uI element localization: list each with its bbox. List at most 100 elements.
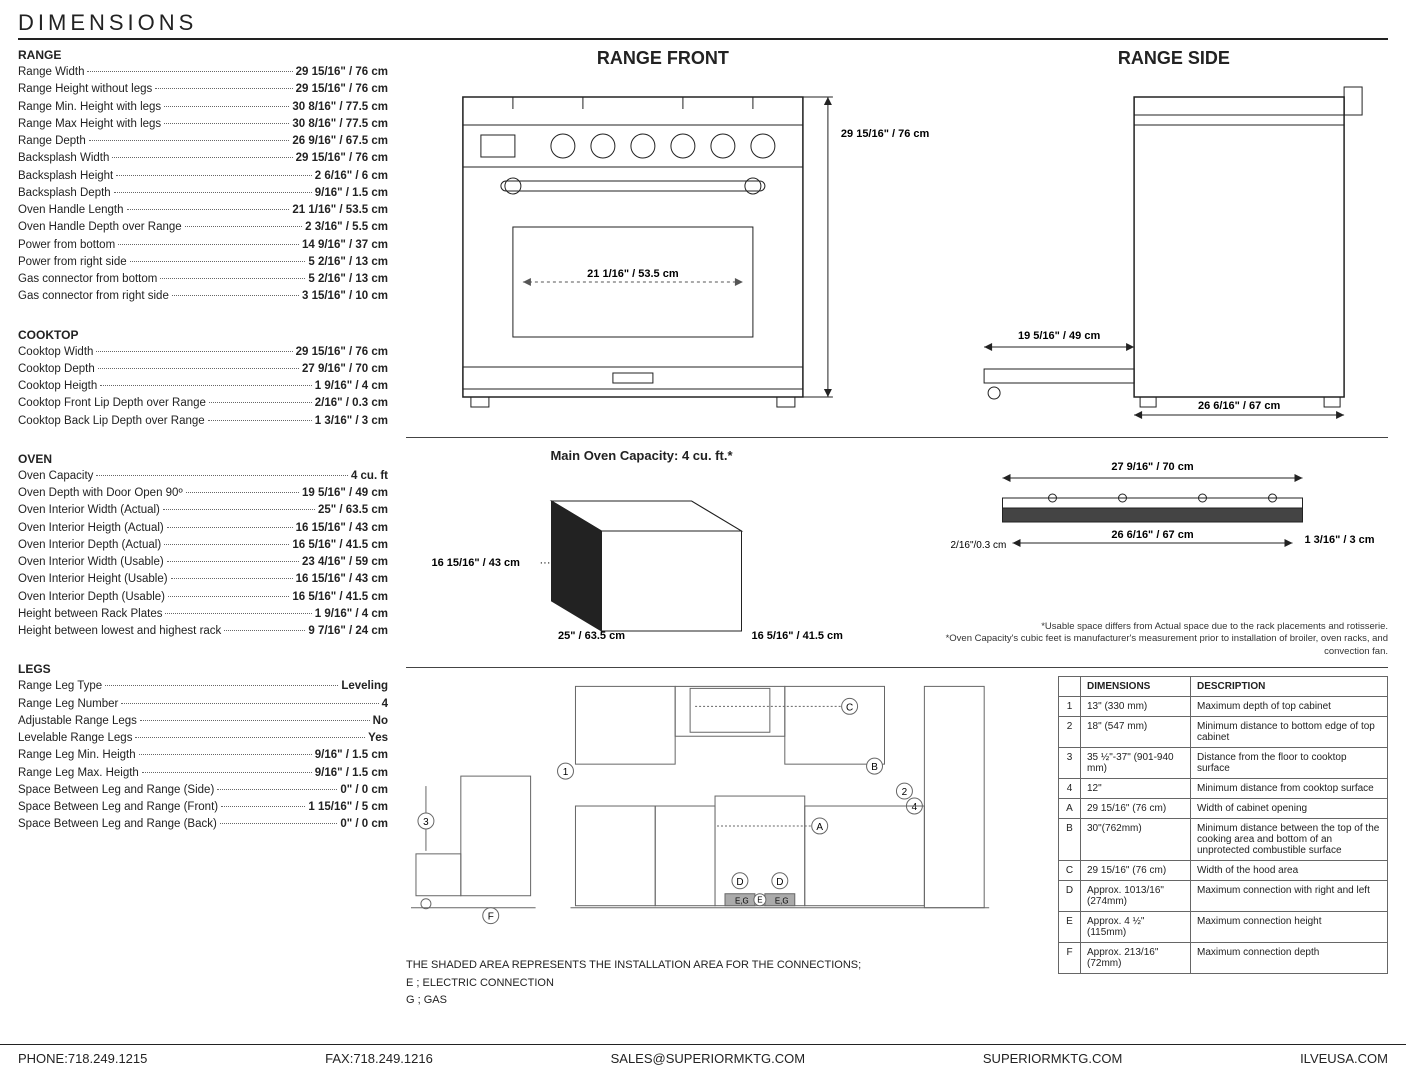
- spec-label: Oven Interior Width (Usable): [18, 554, 164, 571]
- spec-label: Range Depth: [18, 133, 86, 150]
- spec-value: 9 7/16" / 24 cm: [308, 623, 388, 640]
- install-rows: 113" (330 mm)Maximum depth of top cabine…: [1059, 697, 1388, 974]
- svg-text:···: ···: [540, 557, 551, 569]
- svg-text:D: D: [736, 877, 743, 888]
- spec-label: Oven Depth with Door Open 90º: [18, 485, 183, 502]
- spec-value: 16 15/16" / 43 cm: [296, 571, 388, 588]
- spec-value: 25" / 63.5 cm: [318, 502, 388, 519]
- ct-right-dim: 1 3/16" / 3 cm: [1305, 534, 1375, 546]
- spec-value: 2 3/16" / 5.5 cm: [305, 219, 388, 236]
- spec-label: Range Leg Type: [18, 678, 102, 695]
- spec-row: Cooktop Depth 27 9/16" / 70 cm: [18, 361, 388, 378]
- spec-row: Height between Rack Plates1 9/16" / 4 cm: [18, 606, 388, 623]
- oven-w-dim: 25" / 63.5 cm: [558, 630, 625, 642]
- handle-dim: 21 1/16" / 53.5 cm: [587, 268, 679, 280]
- spec-value: 0" / 0 cm: [340, 816, 388, 833]
- spec-label: Levelable Range Legs: [18, 730, 132, 747]
- table-row: 335 ½"-37" (901-940 mm)Distance from the…: [1059, 748, 1388, 779]
- range-section: RANGE Range Width29 15/16" / 76 cmRange …: [18, 48, 388, 306]
- svg-text:F: F: [488, 912, 494, 923]
- spec-value: 9/16" / 1.5 cm: [315, 185, 388, 202]
- svg-text:4: 4: [912, 802, 918, 813]
- spec-value: 29 15/16" / 76 cm: [296, 81, 388, 98]
- spec-row: Backsplash Height2 6/16" / 6 cm: [18, 168, 388, 185]
- spec-row: Oven Interior Width (Actual)25" / 63.5 c…: [18, 502, 388, 519]
- spec-row: Space Between Leg and Range (Side)0" / 0…: [18, 782, 388, 799]
- spec-value: 16 5/16" / 41.5 cm: [292, 537, 388, 554]
- spec-row: Oven Handle Depth over Range2 3/16" / 5.…: [18, 219, 388, 236]
- spec-row: Oven Depth with Door Open 90º19 5/16" / …: [18, 485, 388, 502]
- spec-row: Space Between Leg and Range (Back)0" / 0…: [18, 816, 388, 833]
- ct-bot-dim: 26 6/16" / 67 cm: [1111, 529, 1193, 541]
- spec-row: Power from right side5 2/16" / 13 cm: [18, 254, 388, 271]
- table-row: A29 15/16" (76 cm)Width of cabinet openi…: [1059, 799, 1388, 819]
- cooktop-rows: Cooktop Width29 15/16" / 76 cmCooktop De…: [18, 344, 388, 430]
- range-heading: RANGE: [18, 48, 388, 62]
- cooktop-side-diagram: 27 9/16" / 70 cm 26 6/16" / 67 cm 2/16"/…: [917, 448, 1388, 667]
- range-front-title: RANGE FRONT: [406, 48, 920, 69]
- footer-email: SALES@SUPERIORMKTG.COM: [611, 1051, 806, 1066]
- spec-row: Gas connector from bottom 5 2/16" / 13 cm: [18, 271, 388, 288]
- spec-label: Adjustable Range Legs: [18, 713, 137, 730]
- spec-row: Cooktop Back Lip Depth over Range1 3/16"…: [18, 413, 388, 430]
- spec-value: 1 15/16" / 5 cm: [308, 799, 388, 816]
- usable-note: *Usable space differs from Actual space …: [917, 621, 1388, 658]
- spec-label: Backsplash Depth: [18, 185, 111, 202]
- spec-row: Backsplash Width29 15/16" / 76 cm: [18, 150, 388, 167]
- spec-value: 30 8/16" / 77.5 cm: [292, 116, 388, 133]
- spec-value: 4: [382, 696, 388, 713]
- spec-row: Range Max Height with legs 30 8/16" / 77.…: [18, 116, 388, 133]
- spec-column: RANGE Range Width29 15/16" / 76 cmRange …: [18, 48, 388, 1010]
- spec-label: Gas connector from right side: [18, 288, 169, 305]
- side-door-dim: 19 5/16" / 49 cm: [1018, 330, 1100, 342]
- spec-row: Range Leg Min. Heigth9/16" / 1.5 cm: [18, 747, 388, 764]
- legs-section: LEGS Range Leg TypeLevelingRange Leg Num…: [18, 662, 388, 833]
- spec-label: Cooktop Depth: [18, 361, 95, 378]
- spec-row: Range Min. Height with legs30 8/16" / 77…: [18, 99, 388, 116]
- spec-value: 1 9/16" / 4 cm: [315, 378, 388, 395]
- footer-site2: ILVEUSA.COM: [1300, 1051, 1388, 1066]
- install-g: G ; GAS: [406, 992, 1044, 1010]
- spec-row: Power from bottom14 9/16" / 37 cm: [18, 237, 388, 254]
- spec-value: 23 4/16" / 59 cm: [302, 554, 388, 571]
- th-desc: DESCRIPTION: [1191, 677, 1388, 697]
- spec-value: 5 2/16" / 13 cm: [308, 271, 388, 288]
- spec-value: 1 9/16" / 4 cm: [315, 606, 388, 623]
- svg-text:1: 1: [563, 767, 569, 778]
- footer: PHONE:718.249.1215 FAX:718.249.1216 SALE…: [0, 1044, 1406, 1072]
- spec-row: Levelable Range LegsYes: [18, 730, 388, 747]
- spec-row: Backsplash Depth 9/16" / 1.5 cm: [18, 185, 388, 202]
- svg-text:D: D: [776, 877, 783, 888]
- spec-row: Gas connector from right side3 15/16" / …: [18, 288, 388, 305]
- ct-left-dim: 2/16"/0.3 cm: [951, 540, 1007, 551]
- spec-value: 16 5/16" / 41.5 cm: [292, 589, 388, 606]
- spec-value: 27 9/16" / 70 cm: [302, 361, 388, 378]
- spec-label: Range Max Height with legs: [18, 116, 161, 133]
- spec-label: Range Height without legs: [18, 81, 152, 98]
- spec-row: Range Leg Number4: [18, 696, 388, 713]
- footer-phone: PHONE:718.249.1215: [18, 1051, 147, 1066]
- spec-label: Cooktop Width: [18, 344, 93, 361]
- spec-row: Oven Interior Heigth (Actual)16 15/16" /…: [18, 520, 388, 537]
- spec-label: Cooktop Front Lip Depth over Range: [18, 395, 206, 412]
- spec-label: Oven Handle Length: [18, 202, 124, 219]
- side-depth-dim: 26 6/16" / 67 cm: [1198, 400, 1280, 412]
- table-row: DApprox. 1013/16" (274mm)Maximum connect…: [1059, 881, 1388, 912]
- install-caption: THE SHADED AREA REPRESENTS THE INSTALLAT…: [406, 957, 1044, 975]
- oven-rows: Oven Capacity4 cu. ftOven Depth with Doo…: [18, 468, 388, 641]
- install-table: DIMENSIONS DESCRIPTION 113" (330 mm)Maxi…: [1058, 676, 1388, 1010]
- table-row: 113" (330 mm)Maximum depth of top cabine…: [1059, 697, 1388, 717]
- spec-value: 29 15/16" / 76 cm: [296, 64, 388, 81]
- cooktop-heading: COOKTOP: [18, 328, 388, 342]
- table-row: C29 15/16" (76 cm)Width of the hood area: [1059, 861, 1388, 881]
- legs-rows: Range Leg Type LevelingRange Leg Number4A…: [18, 678, 388, 833]
- spec-value: Leveling: [341, 678, 388, 695]
- spec-label: Range Width: [18, 64, 84, 81]
- ct-top-dim: 27 9/16" / 70 cm: [1111, 461, 1193, 473]
- spec-label: Height between lowest and highest rack: [18, 623, 221, 640]
- spec-label: Oven Interior Depth (Actual): [18, 537, 161, 554]
- spec-label: Gas connector from bottom: [18, 271, 157, 288]
- spec-label: Cooktop Heigth: [18, 378, 97, 395]
- svg-text:3: 3: [423, 817, 429, 828]
- spec-value: 2/16" / 0.3 cm: [315, 395, 388, 412]
